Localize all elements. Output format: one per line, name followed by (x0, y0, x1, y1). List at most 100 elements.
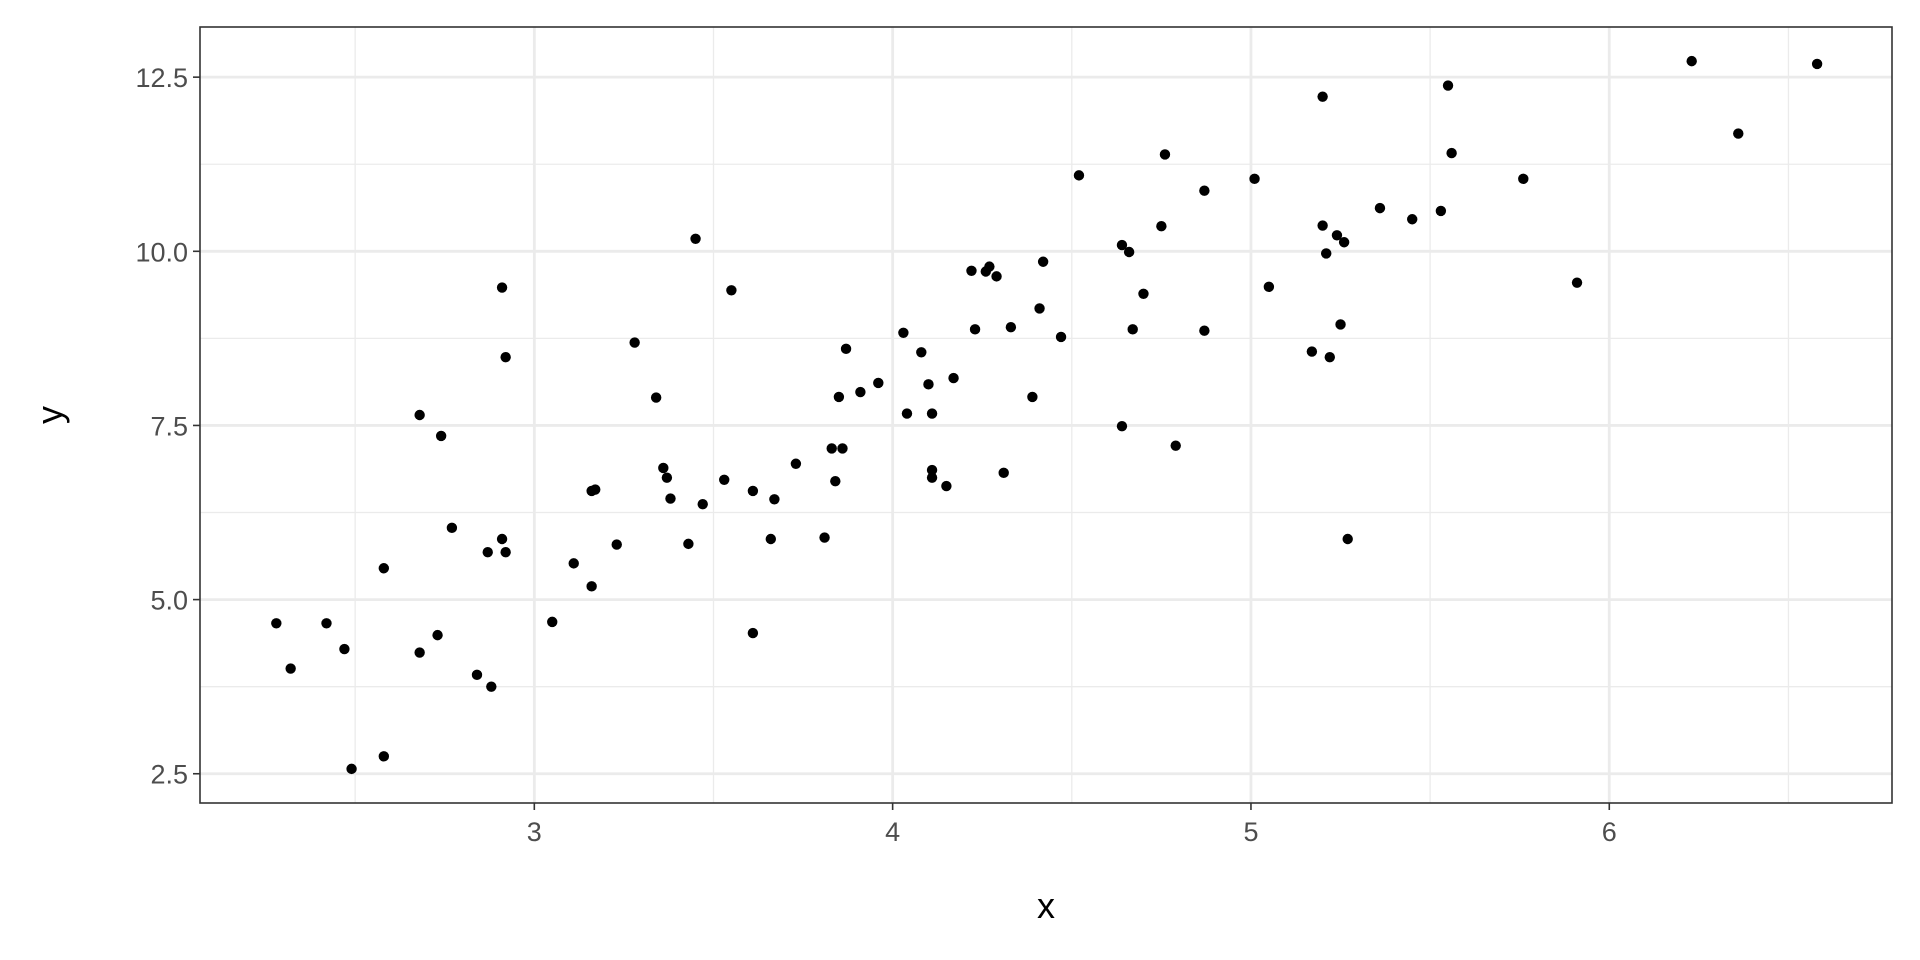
data-point (830, 475, 841, 487)
data-point (719, 474, 730, 485)
data-point (1263, 281, 1275, 293)
data-point (496, 282, 508, 293)
data-point (1127, 324, 1138, 335)
data-point (1374, 202, 1386, 214)
data-point (1435, 205, 1447, 217)
data-point (916, 347, 927, 358)
data-point (590, 484, 601, 495)
data-point (1116, 239, 1128, 251)
data-point (661, 472, 673, 483)
data-point (650, 392, 662, 403)
data-point (568, 558, 579, 569)
data-point (346, 763, 357, 775)
axes: 3 4 5 6 2.5 5.0 7.5 10.0 12.5 (135, 63, 1616, 847)
data-point (1317, 91, 1328, 102)
data-point (414, 647, 425, 658)
data-point (1686, 55, 1697, 67)
data-point (486, 681, 497, 692)
data-point (1170, 440, 1181, 451)
data-point (285, 663, 296, 674)
data-point (414, 409, 425, 421)
data-point (1073, 170, 1085, 181)
data-point (690, 233, 701, 244)
data-point (837, 443, 848, 454)
data-point (948, 372, 959, 384)
panel-border (199, 26, 1893, 804)
data-point (435, 430, 447, 442)
data-point (500, 351, 511, 363)
data-point (1156, 221, 1167, 232)
data-point (378, 751, 390, 762)
data-point (969, 324, 981, 335)
data-point (1116, 420, 1128, 432)
data-point (1342, 533, 1353, 545)
data-point (665, 493, 676, 504)
data-point (991, 271, 1002, 282)
data-point (547, 616, 558, 628)
data-point (1335, 319, 1346, 330)
data-point (926, 472, 938, 483)
data-point (1123, 246, 1135, 258)
data-point (1034, 303, 1045, 314)
data-point (586, 581, 597, 592)
data-point (819, 532, 830, 543)
data-point (339, 643, 350, 655)
data-point (833, 391, 845, 403)
data-point (1138, 288, 1149, 299)
data-point (432, 629, 443, 641)
data-point (926, 464, 938, 476)
data-point (1055, 331, 1067, 343)
data-point (321, 618, 332, 629)
y-tick-label: 2.5 (150, 760, 188, 790)
data-point (1518, 173, 1529, 185)
data-point (1037, 256, 1049, 267)
data-point (1324, 351, 1335, 363)
data-point (658, 462, 669, 474)
data-point (747, 627, 759, 639)
data-point (1446, 147, 1457, 159)
data-point (984, 261, 995, 272)
data-point (1442, 80, 1454, 91)
y-tick-label: 5.0 (150, 586, 188, 616)
data-point (898, 327, 909, 339)
data-point (855, 386, 866, 398)
data-point (482, 547, 493, 558)
data-point (1317, 220, 1328, 231)
data-point (873, 377, 884, 389)
y-tick-label: 10.0 (135, 237, 188, 267)
data-point (611, 539, 622, 550)
data-point (1338, 237, 1350, 248)
x-tick-label: 3 (527, 817, 542, 847)
y-tick-label: 7.5 (150, 411, 188, 441)
x-tick-label: 5 (1243, 817, 1258, 847)
data-point (1159, 149, 1171, 160)
data-point (790, 458, 802, 469)
y-tick-label: 12.5 (135, 63, 188, 93)
data-point (1306, 346, 1318, 357)
data-point (697, 498, 708, 510)
x-axis-title: x (1037, 885, 1055, 926)
data-point (998, 467, 1009, 479)
data-point (378, 563, 390, 574)
data-point (1199, 325, 1210, 336)
data-point (1407, 214, 1418, 225)
data-point (840, 343, 852, 355)
data-point (1027, 391, 1038, 403)
data-point (1249, 173, 1260, 185)
data-point (747, 485, 759, 497)
data-point (1811, 58, 1823, 70)
data-point (1321, 248, 1332, 259)
grid (200, 27, 1892, 803)
data-point (1571, 277, 1583, 288)
data-point (923, 379, 934, 390)
data-point (1005, 322, 1017, 333)
data-point (826, 443, 837, 454)
data-points (271, 55, 1823, 775)
x-tick-label: 4 (885, 817, 900, 847)
data-point (926, 408, 938, 419)
data-point (765, 533, 777, 545)
data-point (1331, 230, 1343, 241)
data-point (726, 285, 737, 296)
data-point (471, 669, 483, 681)
